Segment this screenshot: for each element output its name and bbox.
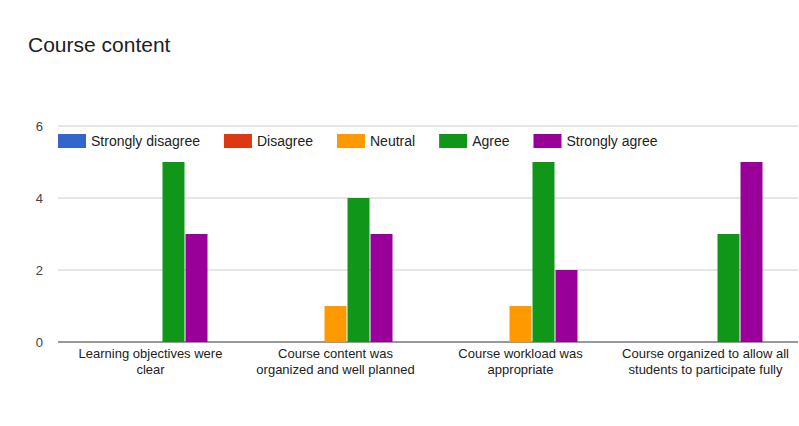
bar: [348, 198, 370, 342]
x-tick-label: Learning objectives wereclear: [79, 346, 223, 377]
bar: [533, 162, 555, 342]
legend-label: Strongly agree: [566, 133, 657, 149]
label-line: Course workload was: [458, 346, 583, 361]
bar: [741, 162, 763, 342]
chart: Course content 0 2 4 6 Learning objectives we…: [0, 0, 799, 426]
bar: [371, 234, 393, 342]
bar: [487, 342, 509, 343]
legend-label: Agree: [472, 133, 510, 149]
label-line: Course organized to allow all: [622, 346, 789, 361]
bar: [695, 342, 717, 343]
bar: [279, 342, 301, 343]
bar: [556, 270, 578, 342]
bar: [186, 234, 208, 342]
legend-swatch: [224, 134, 252, 148]
background: [0, 0, 799, 426]
grid-line: [58, 126, 798, 127]
x-tick-label: Course organized to allow allstudents to…: [622, 346, 789, 377]
bar: [718, 234, 740, 342]
bar: [94, 342, 116, 343]
y-tick-label: 4: [36, 191, 43, 206]
x-tick-label: Course workload wasappropriate: [458, 346, 583, 377]
bar: [325, 306, 347, 342]
label-line: Learning objectives were: [79, 346, 223, 361]
legend-swatch: [58, 134, 86, 148]
bar: [510, 306, 532, 342]
legend-label: Disagree: [257, 133, 313, 149]
bar: [649, 342, 671, 343]
y-tick-label: 6: [36, 119, 43, 134]
legend-swatch: [439, 134, 467, 148]
y-tick-label: 2: [36, 263, 43, 278]
bar: [464, 342, 486, 343]
x-tick-label: Course content wasorganized and well pla…: [256, 346, 414, 377]
bar: [672, 342, 694, 343]
bar: [140, 342, 162, 343]
bar: [302, 342, 324, 343]
bar: [163, 162, 185, 342]
legend-label: Neutral: [370, 133, 415, 149]
legend: Strongly disagree Disagree Neutral Agree Str…: [58, 133, 658, 149]
label-line: clear: [136, 362, 165, 377]
bar: [117, 342, 139, 343]
label-line: Course content was: [278, 346, 393, 361]
legend-label: Strongly disagree: [91, 133, 200, 149]
label-line: organized and well planned: [256, 362, 414, 377]
legend-swatch: [337, 134, 365, 148]
label-line: students to participate fully: [629, 362, 783, 377]
legend-swatch: [533, 134, 561, 148]
label-line: appropriate: [488, 362, 554, 377]
y-tick-label: 0: [36, 335, 43, 350]
title: Course content: [28, 33, 171, 56]
